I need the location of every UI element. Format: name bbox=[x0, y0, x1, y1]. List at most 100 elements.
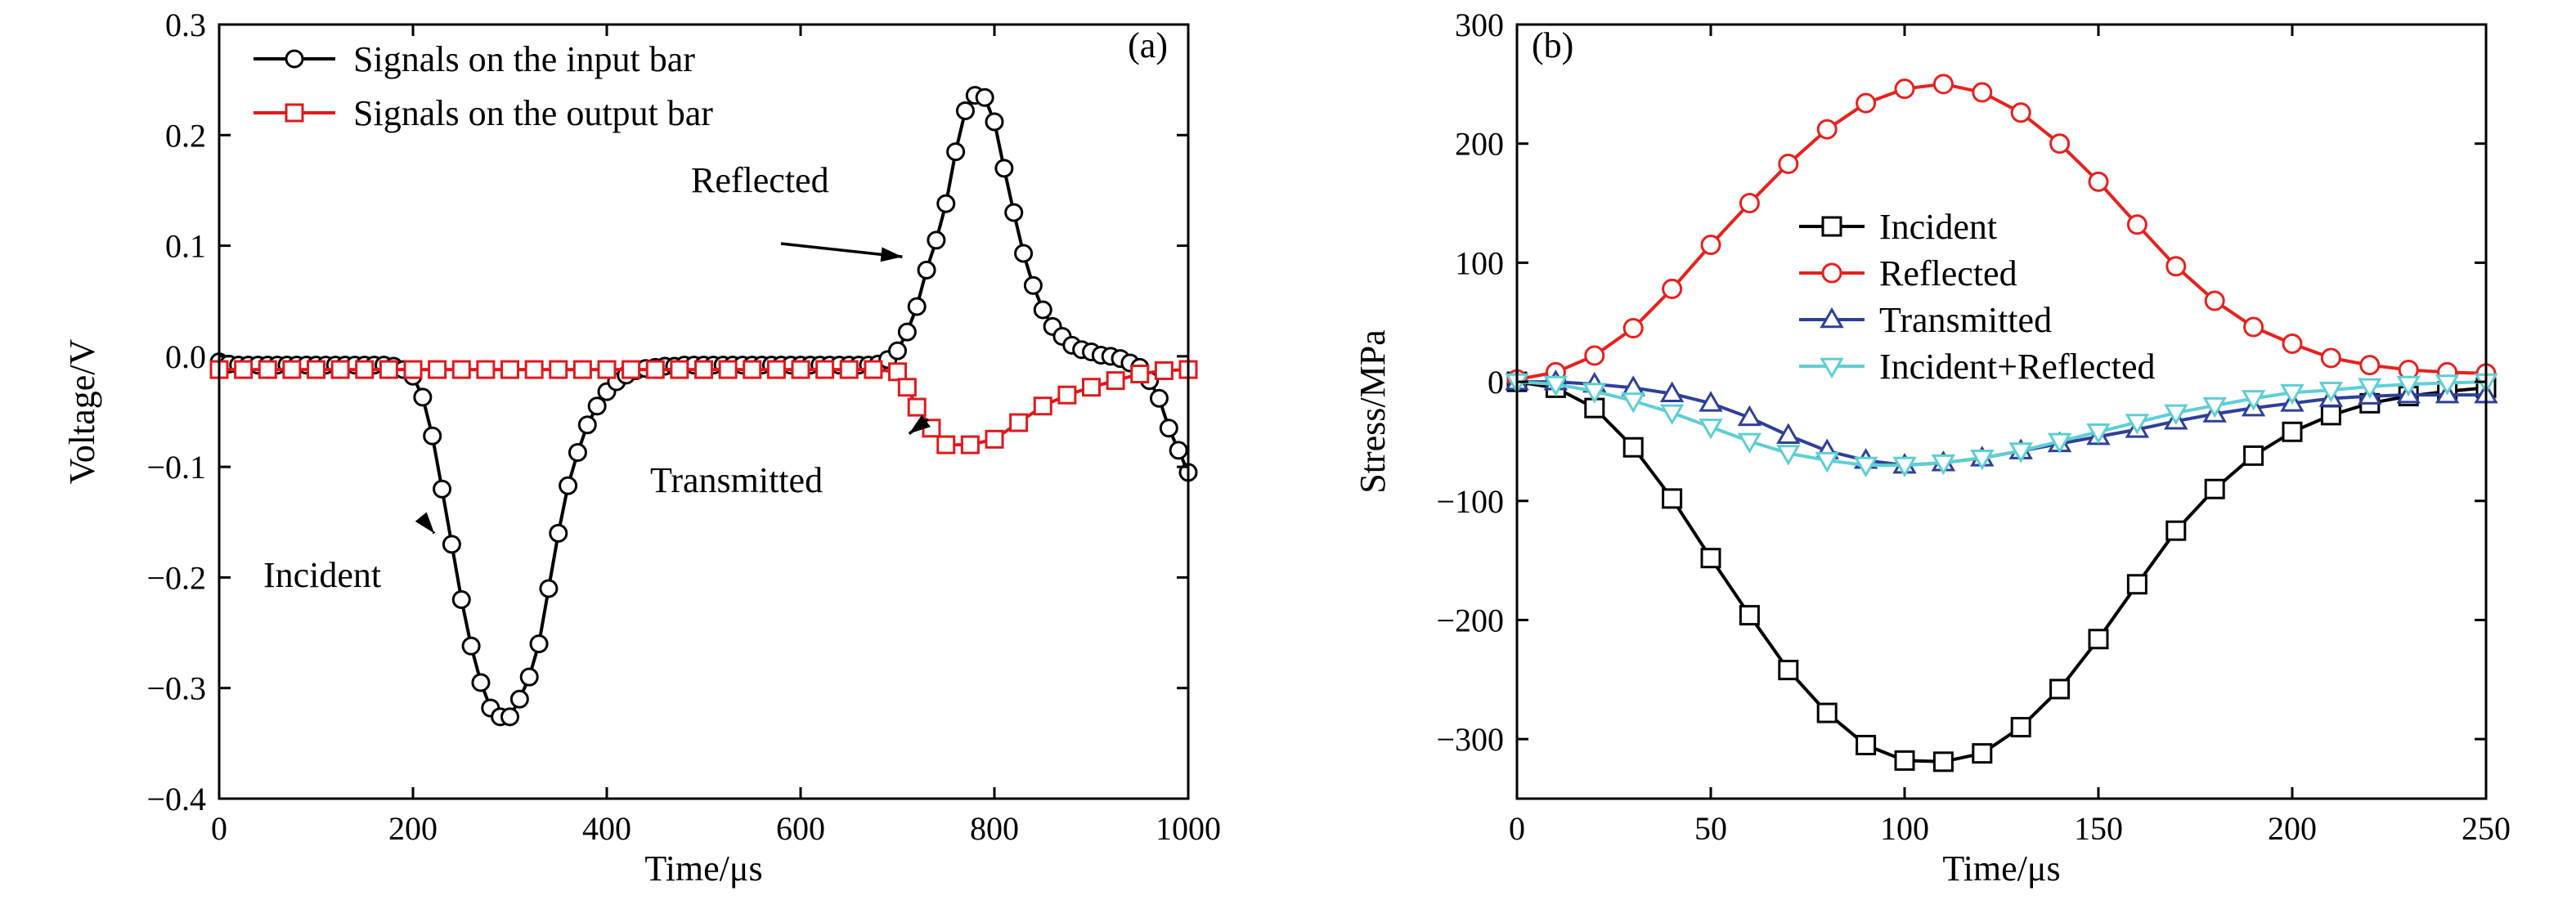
data-point-0-10 bbox=[1894, 750, 1915, 771]
data-point-0-76 bbox=[946, 142, 966, 162]
data-point-0-19 bbox=[2243, 445, 2264, 466]
data-point-1-33 bbox=[960, 435, 980, 454]
annotation-arrow-head bbox=[880, 247, 903, 262]
data-point-1-8 bbox=[1816, 119, 1838, 140]
annotation-arrow-head bbox=[909, 414, 931, 434]
data-point-1-3 bbox=[282, 360, 302, 379]
data-point-1-41 bbox=[1154, 360, 1174, 380]
legend-label-3: Incident+Reflected bbox=[1879, 347, 2156, 387]
data-point-3-21 bbox=[2318, 381, 2344, 403]
data-point-0-4 bbox=[1662, 488, 1683, 509]
data-point-1-25 bbox=[815, 360, 835, 379]
data-point-1-27 bbox=[864, 360, 883, 379]
data-point-3-14 bbox=[2047, 432, 2072, 454]
y-tick-label: 0.1 bbox=[165, 228, 206, 265]
y-tick-label: −0.1 bbox=[146, 449, 206, 486]
data-point-1-37 bbox=[1057, 385, 1077, 405]
data-point-0-79 bbox=[975, 87, 994, 107]
data-point-0-70 bbox=[888, 341, 907, 360]
data-point-3-24 bbox=[2435, 374, 2460, 396]
data-point-2-4 bbox=[1659, 381, 1685, 402]
data-point-1-34 bbox=[985, 429, 1004, 449]
data-point-0-7 bbox=[1778, 660, 1799, 681]
data-point-1-6 bbox=[1739, 193, 1760, 214]
x-tick-label: 400 bbox=[582, 810, 631, 847]
series-line-0 bbox=[1516, 380, 2487, 763]
data-point-3-6 bbox=[1737, 432, 1762, 454]
data-point-0-25 bbox=[451, 589, 471, 609]
panel-label: (b) bbox=[1532, 25, 1573, 65]
data-point-1-22 bbox=[743, 360, 762, 379]
data-point-0-73 bbox=[917, 260, 936, 280]
series-0 bbox=[1506, 371, 2497, 772]
data-point-0-20 bbox=[2282, 421, 2303, 442]
data-point-1-20 bbox=[2282, 333, 2303, 354]
data-point-0-8 bbox=[1816, 702, 1838, 723]
legend-label-0: Incident bbox=[1879, 207, 1997, 247]
data-point-1-30 bbox=[907, 397, 927, 417]
data-point-1-13 bbox=[524, 360, 544, 379]
data-point-2-7 bbox=[1776, 423, 1801, 444]
y-tick-label: 200 bbox=[1455, 126, 1504, 163]
data-point-1-40 bbox=[1130, 365, 1150, 384]
data-point-1-13 bbox=[2010, 102, 2031, 123]
y-tick-label: 0.2 bbox=[165, 117, 206, 154]
data-point-2-6 bbox=[1737, 405, 1762, 427]
data-point-1-10 bbox=[451, 360, 471, 379]
data-point-3-18 bbox=[2202, 396, 2227, 419]
data-point-1-7 bbox=[379, 360, 398, 379]
legend-marker-3 bbox=[1820, 357, 1844, 379]
annotation-label: Reflected bbox=[691, 160, 829, 200]
data-point-3-4 bbox=[1659, 404, 1685, 426]
data-point-1-2 bbox=[1584, 345, 1605, 366]
y-axis-title: Voltage/V bbox=[62, 338, 102, 484]
data-point-0-35 bbox=[549, 523, 568, 543]
data-point-0-26 bbox=[461, 636, 481, 656]
data-point-0-33 bbox=[529, 634, 549, 654]
data-point-1-28 bbox=[888, 362, 907, 382]
panel-a: 0 200 400 600 800 1000 −0.4 −0.3 −0.2 −0.1 0.0 0.1 0… bbox=[62, 7, 1221, 889]
data-point-0-98 bbox=[1159, 419, 1178, 438]
series-3 bbox=[1505, 373, 2498, 478]
x-tick-label: 150 bbox=[2074, 810, 2123, 847]
legend: Incident Reflected Transmitted Incident+Ref… bbox=[1799, 207, 2156, 387]
data-point-3-17 bbox=[2164, 404, 2188, 426]
data-point-0-99 bbox=[1169, 441, 1188, 460]
legend-marker-0 bbox=[285, 49, 304, 69]
data-point-1-5 bbox=[330, 360, 350, 379]
data-point-0-97 bbox=[1149, 388, 1169, 408]
data-point-1-15 bbox=[572, 360, 592, 379]
y-tick-label: 0.3 bbox=[165, 7, 206, 43]
data-point-3-9 bbox=[1853, 456, 1878, 478]
x-tick-label: 800 bbox=[970, 810, 1019, 847]
data-point-1-20 bbox=[694, 360, 713, 379]
data-point-0-9 bbox=[1856, 734, 1877, 755]
data-point-1-29 bbox=[897, 378, 917, 397]
data-point-1-10 bbox=[1894, 78, 1915, 100]
y-tick-label: −0.3 bbox=[146, 670, 206, 707]
data-point-1-36 bbox=[1033, 396, 1052, 416]
data-point-0-72 bbox=[907, 297, 927, 316]
data-point-0-5 bbox=[1700, 548, 1721, 569]
y-tick-label: −0.4 bbox=[146, 781, 206, 817]
data-point-3-2 bbox=[1582, 383, 1607, 404]
data-point-0-34 bbox=[539, 579, 559, 598]
panel-label: (a) bbox=[1128, 25, 1168, 65]
data-point-1-17 bbox=[622, 360, 641, 379]
data-point-1-9 bbox=[1856, 92, 1877, 114]
data-point-1-19 bbox=[2243, 316, 2264, 338]
legend-marker-2 bbox=[1820, 307, 1844, 329]
data-point-1-18 bbox=[2204, 290, 2225, 311]
x-tick-label: 0 bbox=[1509, 810, 1525, 847]
data-point-0-11 bbox=[1932, 751, 1954, 772]
data-point-0-27 bbox=[471, 673, 491, 692]
data-point-0-21 bbox=[413, 387, 433, 407]
data-point-0-13 bbox=[2010, 717, 2031, 738]
data-point-0-38 bbox=[577, 415, 597, 435]
data-point-0-21 bbox=[2320, 405, 2341, 426]
data-point-1-24 bbox=[791, 360, 810, 379]
data-point-3-7 bbox=[1776, 445, 1801, 466]
y-tick-label: 0.0 bbox=[165, 338, 206, 375]
data-point-3-5 bbox=[1699, 419, 1723, 440]
data-point-1-4 bbox=[1662, 278, 1683, 299]
